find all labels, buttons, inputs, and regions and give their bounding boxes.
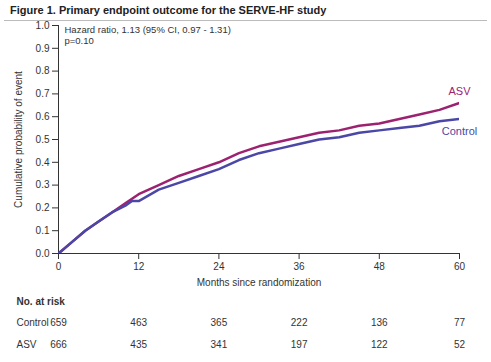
svg-text:ASV: ASV [17,339,37,350]
svg-text:24: 24 [213,261,225,272]
svg-text:0.2: 0.2 [36,202,50,213]
svg-text:12: 12 [133,261,145,272]
svg-text:197: 197 [291,339,308,350]
svg-text:52: 52 [454,339,466,350]
svg-text:77: 77 [454,317,466,328]
svg-text:0.4: 0.4 [36,157,50,168]
svg-text:659: 659 [50,317,67,328]
svg-text:0.5: 0.5 [36,134,50,145]
svg-text:ASV: ASV [448,85,471,97]
svg-text:341: 341 [211,339,228,350]
svg-text:Control: Control [17,317,49,328]
svg-text:48: 48 [374,261,386,272]
svg-text:0.6: 0.6 [36,111,50,122]
svg-text:Hazard ratio, 1.13 (95% CI, 0.: Hazard ratio, 1.13 (95% CI, 0.97 - 1.31) [65,24,231,35]
svg-text:365: 365 [211,317,228,328]
svg-text:0.3: 0.3 [36,179,50,190]
svg-text:1.0: 1.0 [36,21,50,31]
svg-text:Months since randomization: Months since randomization [197,277,322,288]
svg-text:60: 60 [454,261,466,272]
svg-text:No. at risk: No. at risk [17,296,66,307]
svg-text:136: 136 [371,317,388,328]
svg-text:0.9: 0.9 [36,43,50,54]
svg-text:0.0: 0.0 [36,248,50,259]
svg-text:0.8: 0.8 [36,65,50,76]
svg-text:0.1: 0.1 [36,225,50,236]
svg-text:666: 666 [50,339,67,350]
svg-text:36: 36 [294,261,306,272]
svg-text:0.7: 0.7 [36,88,50,99]
svg-text:463: 463 [130,317,147,328]
svg-text:435: 435 [130,339,147,350]
html-text:Figure 1. Primary endpoint out: Figure 1. Primary endpoint outcome for t… [10,4,327,16]
svg-text:Control: Control [442,125,477,137]
svg-text:222: 222 [291,317,308,328]
svg-text:122: 122 [371,339,388,350]
svg-text:0: 0 [56,261,62,272]
svg-text:p=0.10: p=0.10 [65,35,94,46]
svg-text:Cumulative probability of even: Cumulative probability of event [13,71,24,208]
